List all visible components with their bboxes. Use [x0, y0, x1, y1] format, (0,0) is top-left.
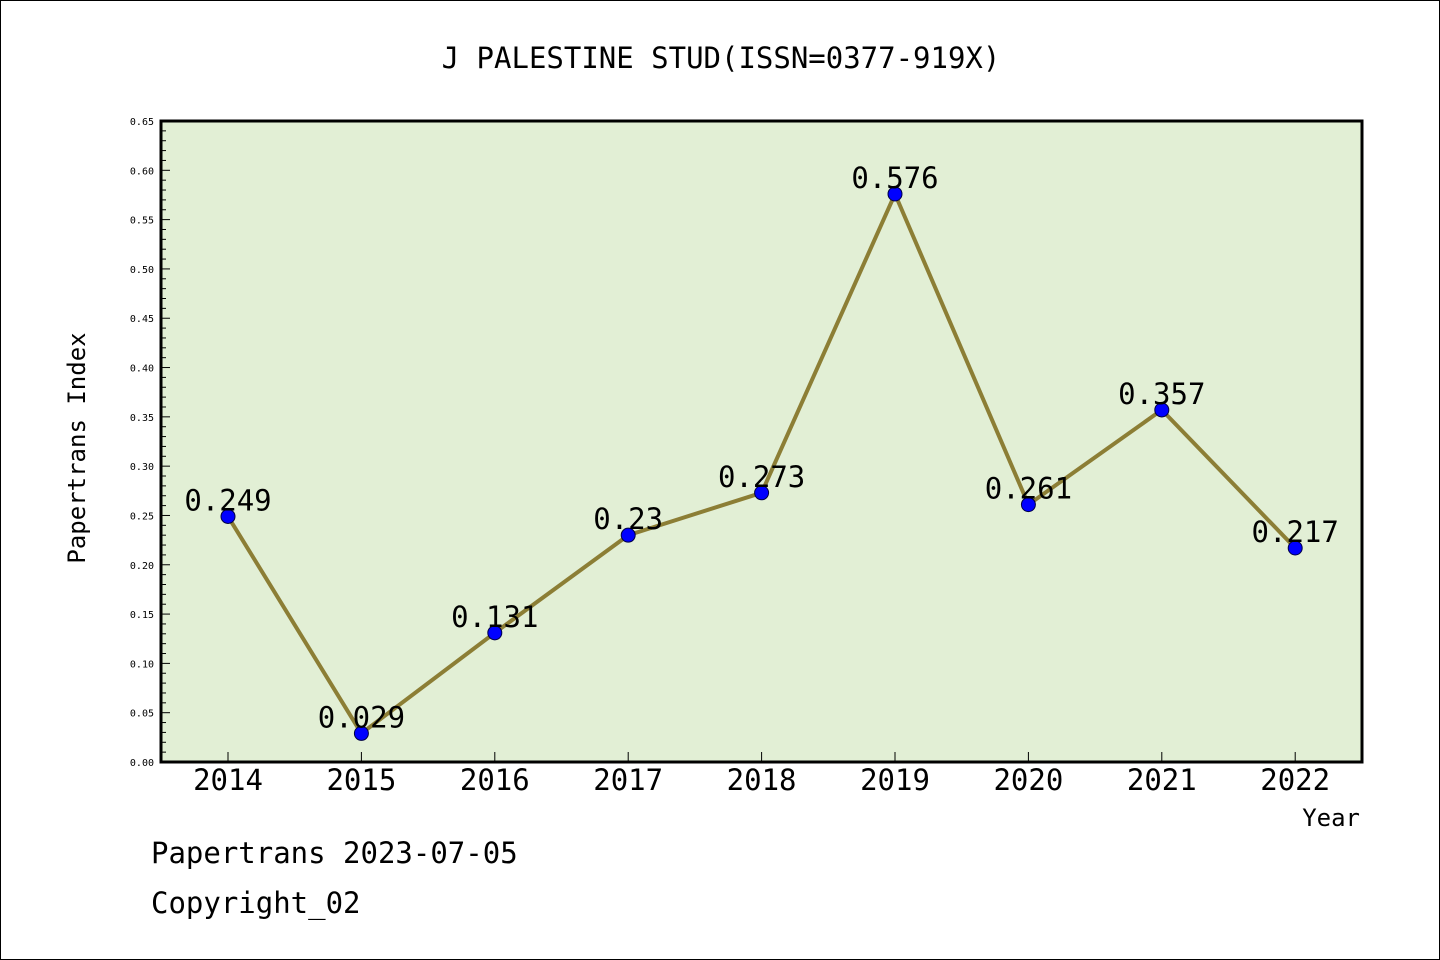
- data-point-marker: [620, 527, 636, 543]
- data-label: 0.249: [184, 483, 271, 517]
- y-tick-label: 0.60: [130, 166, 154, 177]
- y-tick-label: 0.00: [130, 758, 154, 769]
- x-tick-label: 2017: [593, 763, 663, 797]
- y-tick-label: 0.65: [130, 117, 154, 128]
- data-label: 0.029: [318, 700, 405, 734]
- data-point-marker: [1154, 402, 1170, 418]
- footer-copyright-text: Copyright_02: [151, 886, 361, 920]
- y-tick-label: 0.15: [130, 610, 154, 621]
- plot-frame: [159, 119, 1364, 764]
- x-tick-label: 2020: [993, 763, 1063, 797]
- data-point-marker: [887, 186, 903, 202]
- data-label: 0.576: [851, 161, 938, 195]
- y-tick-label: 0.55: [130, 216, 154, 227]
- y-tick-label: 0.30: [130, 462, 154, 473]
- x-tick-label: 2022: [1260, 763, 1330, 797]
- plot-area: [161, 121, 1362, 762]
- y-tick-label: 0.20: [130, 561, 154, 572]
- data-label: 0.23: [593, 502, 663, 536]
- x-tick-label: 2015: [326, 763, 396, 797]
- y-tick-label: 0.35: [130, 413, 154, 424]
- y-axis-label: Papertrans Index: [63, 332, 91, 563]
- x-tick-label: 2014: [193, 763, 263, 797]
- data-label: 0.131: [451, 600, 538, 634]
- y-tick-label: 0.40: [130, 364, 154, 375]
- y-tick-label: 0.50: [130, 265, 154, 276]
- data-point-marker: [1287, 540, 1303, 556]
- data-label: 0.217: [1252, 515, 1339, 549]
- data-label: 0.357: [1118, 377, 1205, 411]
- footer-date-text: Papertrans 2023-07-05: [151, 836, 518, 870]
- data-series: [220, 186, 1303, 741]
- x-tick-label: 2018: [727, 763, 797, 797]
- x-tick-label: 2021: [1127, 763, 1197, 797]
- axis-ticks: 0.00 0.05 0.10 0.15 0.20 0.25 0.30 0.35 0.40 0.45…: [130, 117, 1330, 797]
- y-tick-label: 0.25: [130, 511, 154, 522]
- y-tick-label: 0.45: [130, 314, 154, 325]
- data-point-marker: [487, 625, 503, 641]
- data-labels: 0.249 0.029 0.131 0.23 0.273 0.576 0.261 0.357 0…: [184, 161, 1339, 734]
- chart-title: J PALESTINE STUD(ISSN=0377-919X): [442, 41, 1001, 75]
- y-tick-label: 0.10: [130, 659, 154, 670]
- data-point-marker: [353, 725, 369, 741]
- data-label: 0.273: [718, 460, 805, 494]
- x-tick-label: 2019: [860, 763, 930, 797]
- x-tick-label: 2016: [460, 763, 530, 797]
- data-point-marker: [1020, 497, 1036, 513]
- x-axis-label: Year: [1302, 804, 1360, 832]
- y-tick-label: 0.05: [130, 709, 154, 720]
- data-point-marker: [754, 485, 770, 501]
- data-point-marker: [220, 508, 236, 524]
- data-label: 0.261: [985, 472, 1072, 506]
